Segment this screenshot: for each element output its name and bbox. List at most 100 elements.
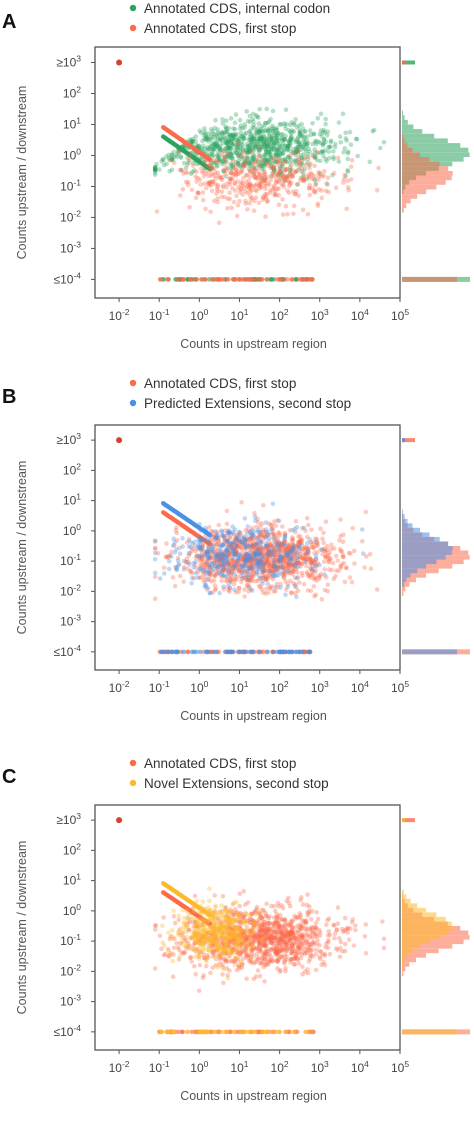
data-point (276, 572, 281, 578)
data-point (265, 137, 271, 143)
data-point (190, 915, 195, 921)
data-point (254, 566, 260, 572)
data-point (255, 535, 260, 541)
data-point (314, 564, 319, 569)
data-point (223, 936, 229, 941)
data-point (259, 177, 265, 182)
data-point (251, 568, 256, 574)
data-point (238, 917, 243, 923)
data-point (286, 561, 291, 567)
data-point (309, 557, 314, 562)
data-point (301, 581, 307, 587)
data-point (294, 594, 299, 600)
data-point (210, 918, 216, 923)
data-point (210, 179, 216, 185)
data-point (282, 137, 288, 143)
data-point (261, 568, 267, 574)
data-point (189, 934, 195, 939)
data-point (272, 570, 277, 575)
data-point (204, 930, 210, 936)
histogram-bar (402, 138, 448, 143)
data-point (247, 163, 253, 168)
data-point (283, 562, 289, 567)
data-point (176, 947, 182, 952)
data-point (223, 925, 229, 930)
data-point (257, 552, 263, 557)
data-point (290, 562, 296, 567)
data-point (294, 952, 299, 958)
data-point (296, 928, 301, 933)
data-point (248, 532, 254, 537)
data-point (302, 146, 308, 152)
floor-point (157, 277, 163, 282)
data-point (240, 180, 246, 186)
data-point (258, 915, 264, 920)
data-point (285, 174, 290, 179)
data-point (273, 950, 279, 956)
data-point (292, 564, 298, 569)
data-point (225, 206, 230, 211)
data-point (323, 147, 328, 153)
data-point (227, 548, 233, 553)
data-point (256, 186, 262, 191)
data-point (234, 574, 239, 579)
data-point (292, 192, 298, 197)
data-point (230, 541, 236, 546)
data-point (282, 178, 288, 184)
data-point (217, 144, 222, 150)
data-point (182, 950, 187, 956)
data-point (321, 559, 327, 564)
data-point (186, 911, 192, 917)
data-point (222, 146, 228, 151)
data-point (193, 934, 199, 940)
data-point (276, 186, 281, 192)
data-point (210, 929, 215, 935)
data-point (308, 559, 313, 564)
data-point (235, 955, 241, 960)
data-point (233, 551, 239, 556)
data-point (223, 539, 228, 544)
data-point (252, 936, 258, 942)
data-point (209, 933, 214, 939)
data-point (232, 180, 238, 186)
data-point (271, 147, 277, 153)
data-point (282, 940, 288, 945)
data-point (261, 544, 267, 550)
data-point (211, 931, 216, 936)
data-point (264, 106, 270, 112)
data-point (228, 170, 233, 176)
data-point (230, 155, 235, 161)
data-point (194, 553, 200, 558)
data-point (311, 942, 317, 947)
data-point (300, 176, 306, 182)
data-point (289, 120, 294, 125)
data-point (286, 932, 291, 938)
floor-point (174, 277, 180, 282)
data-point (328, 556, 333, 562)
data-point (242, 587, 247, 592)
data-point (168, 950, 173, 956)
data-point (161, 157, 166, 163)
data-point (201, 562, 207, 567)
data-point (230, 539, 236, 545)
data-point (255, 146, 261, 152)
data-point (296, 155, 301, 160)
data-point (236, 963, 241, 968)
data-point (266, 924, 271, 930)
data-point (256, 565, 262, 571)
data-point (223, 905, 228, 910)
data-point (279, 936, 284, 942)
data-point (269, 941, 275, 946)
data-point (264, 139, 269, 145)
data-point (171, 536, 176, 541)
data-point (253, 921, 258, 927)
data-point (227, 551, 232, 556)
data-point (210, 149, 215, 154)
data-point (241, 541, 247, 547)
data-point (207, 930, 212, 935)
data-point (273, 150, 279, 156)
data-point (220, 572, 226, 578)
data-point (248, 545, 253, 551)
data-point (313, 575, 318, 581)
data-point (288, 930, 293, 936)
